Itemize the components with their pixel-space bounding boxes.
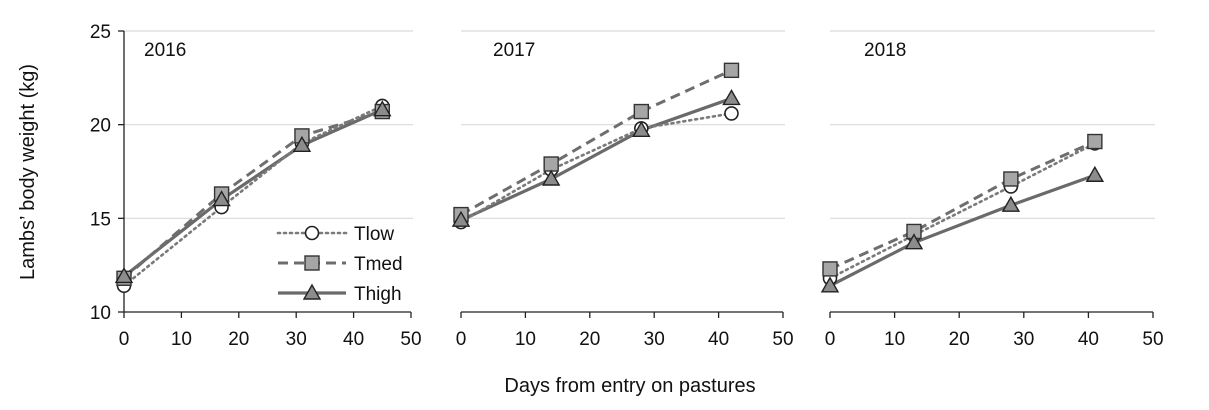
series-line-Tmed [123,110,383,280]
x-axis-label: Days from entry on pastures [504,375,755,397]
panel-title: 2018 [864,40,906,61]
x-tick-label: 0 [825,329,836,350]
panel-2016: 10 15 20 25 0 10 20 30 40 50 2016 [90,22,422,350]
series-line-Tlow [459,112,733,224]
point-Thigh [373,100,392,117]
series-line-Thigh [829,173,1096,288]
x-tick-label: 40 [1078,329,1099,350]
panel-2018: 0 10 20 30 40 50 2018 [820,30,1164,350]
x-tick-label: 40 [343,329,364,350]
point-Tmed [633,103,650,120]
series-line-Thigh [460,96,733,222]
series-line-Tlow [828,142,1097,280]
legend-marker-Tmed [304,255,320,271]
point-Thigh [820,276,840,293]
point-Thigh [451,210,471,227]
point-Thigh [904,233,924,250]
x-tick-label: 50 [1142,329,1163,350]
x-tick-label: 0 [119,329,130,350]
point-Thigh [212,190,231,207]
x-tick-label: 10 [171,329,192,350]
legend-label-Thigh: Thigh [354,284,402,305]
y-tick-label: 15 [90,209,111,230]
x-tick-label: 10 [515,329,536,350]
x-tick-label: 30 [1013,329,1034,350]
x-tick-label: 10 [884,329,905,350]
legend-marker-Tlow [304,225,320,241]
legend-label-Tmed: Tmed [354,254,403,275]
x-tick-label: 20 [949,329,970,350]
x-tick-label: 0 [456,329,467,350]
legend-marker-Thigh [302,283,322,300]
panel-title: 2016 [144,40,186,61]
x-tick-label: 40 [708,329,729,350]
panel-title: 2017 [493,40,535,61]
series-line-Tmed [460,68,733,216]
point-Thigh [1085,165,1105,182]
point-Tmed [1087,133,1103,150]
y-tick-label: 10 [90,303,111,324]
panel-2017: 0 10 20 30 40 50 2017 [451,30,794,350]
point-Tmed [1003,171,1019,187]
point-Thigh [541,169,561,186]
legend: Tlow Tmed Thigh [276,224,403,305]
point-Thigh [292,135,312,152]
y-axis-label: Lambs’ body weight (kg) [17,64,39,280]
series-line-Tmed [829,140,1096,271]
legend-label-Tlow: Tlow [354,224,394,245]
point-Tlow [724,106,739,121]
point-Thigh [632,120,651,137]
y-tick-label: 25 [90,22,111,43]
point-Thigh [114,266,134,284]
x-tick-label: 20 [228,329,249,350]
series-line-Tlow [122,104,384,288]
series-line-Thigh [123,108,383,278]
point-Tmed [822,261,838,277]
point-Tmed [723,62,740,79]
point-Tmed [543,156,559,172]
x-tick-label: 30 [644,329,665,350]
x-tick-label: 50 [400,329,421,350]
x-tick-label: 20 [579,329,600,350]
point-Thigh [1001,195,1021,212]
point-Thigh [722,89,741,106]
x-tick-label: 30 [286,329,307,350]
y-tick-label: 20 [90,116,111,137]
x-tick-label: 50 [772,329,793,350]
